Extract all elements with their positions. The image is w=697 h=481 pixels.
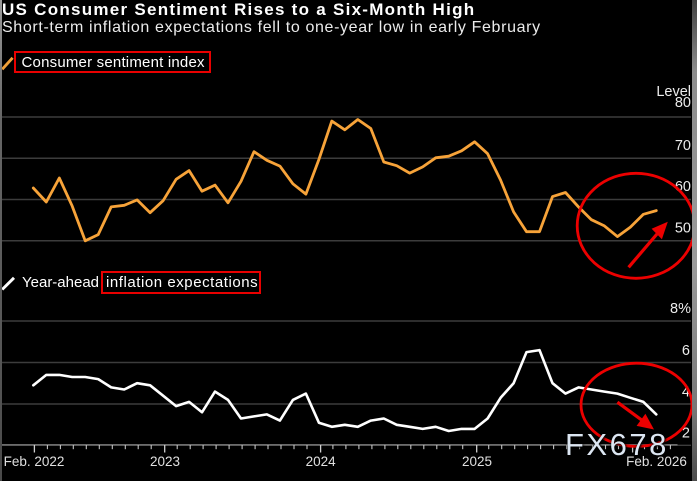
svg-text:Feb. 2026: Feb. 2026 — [626, 454, 687, 469]
svg-text:80: 80 — [675, 95, 691, 111]
svg-text:2025: 2025 — [462, 454, 492, 469]
svg-text:2: 2 — [682, 426, 690, 442]
svg-text:Feb. 2022: Feb. 2022 — [4, 454, 65, 469]
svg-text:70: 70 — [675, 138, 691, 154]
svg-text:4: 4 — [682, 385, 690, 401]
svg-text:6: 6 — [682, 343, 690, 359]
svg-text:2023: 2023 — [150, 454, 180, 469]
svg-text:50: 50 — [675, 221, 691, 237]
svg-text:Level: Level — [656, 84, 691, 100]
svg-text:2024: 2024 — [306, 454, 337, 469]
svg-text:8%: 8% — [670, 301, 691, 317]
